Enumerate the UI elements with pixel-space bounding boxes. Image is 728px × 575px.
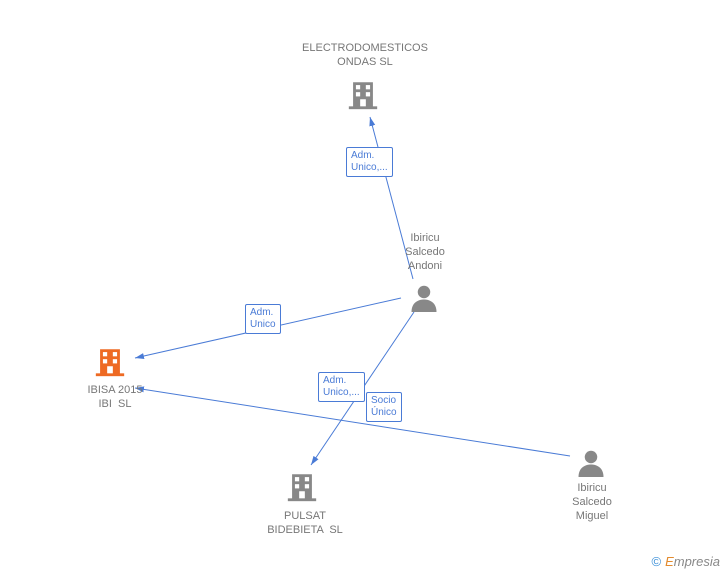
edge-label: Socio Único	[366, 392, 402, 422]
node-label-ibisa: IBISA 2015 IBI SL	[70, 384, 160, 412]
person-icon	[409, 282, 439, 312]
node-label-miguel: Ibiricu Salcedo Miguel	[562, 482, 622, 523]
company-icon-highlight	[93, 345, 127, 379]
node-label-andoni: Ibiricu Salcedo Andoni	[395, 232, 455, 273]
edge-label: Adm. Unico,...	[318, 372, 365, 402]
node-label-electrodomesticos: ELECTRODOMESTICOS ONDAS SL	[295, 42, 435, 70]
person-icon	[576, 447, 606, 477]
edge-label: Adm. Unico	[245, 304, 281, 334]
company-icon	[346, 78, 380, 112]
diagram-canvas: { "canvas": { "width": 728, "height": 57…	[0, 0, 728, 575]
watermark: © Empresia	[651, 554, 720, 569]
company-icon	[285, 470, 319, 504]
node-label-pulsat: PULSAT BIDEBIETA SL	[250, 510, 360, 538]
copyright-symbol: ©	[651, 554, 661, 569]
watermark-e: E	[665, 554, 674, 569]
edge-label: Adm. Unico,...	[346, 147, 393, 177]
watermark-rest: mpresia	[674, 554, 720, 569]
